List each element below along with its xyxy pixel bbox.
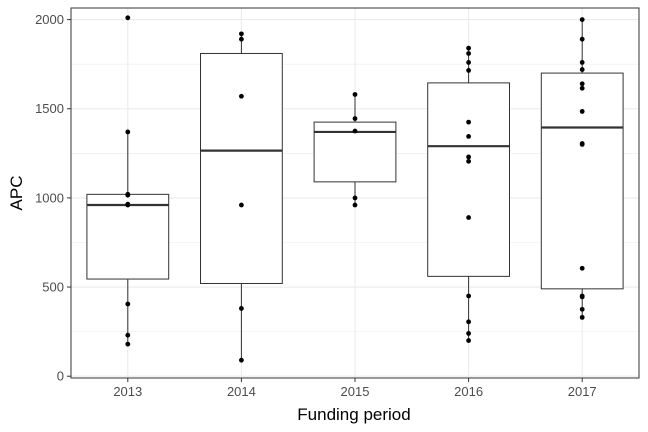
data-point-2014	[239, 202, 244, 208]
data-point-2017	[579, 265, 585, 271]
x-tick-label: 2017	[568, 384, 597, 399]
data-point-2014	[239, 306, 244, 311]
data-point-2014	[239, 357, 244, 363]
box-2016	[427, 48, 510, 341]
y-axis-title: APC	[7, 176, 26, 211]
data-point-2014	[239, 31, 244, 37]
data-point-2013	[125, 192, 131, 198]
data-point-2016	[466, 59, 471, 65]
x-tick-label: 2014	[227, 384, 256, 399]
box-iqr	[86, 193, 170, 280]
data-point-2016	[466, 51, 471, 56]
data-point-2017	[579, 67, 585, 72]
data-point-2016	[466, 133, 471, 139]
data-point-2015	[352, 128, 358, 134]
data-point-2015	[352, 92, 358, 97]
data-point-2016	[466, 215, 471, 220]
data-point-2015	[352, 202, 358, 208]
data-point-2015	[352, 195, 358, 201]
x-axis-title: Funding period	[297, 405, 410, 424]
data-point-2016	[466, 158, 471, 164]
data-point-2017	[579, 294, 585, 300]
box-2013	[86, 131, 170, 345]
data-point-2016	[466, 45, 471, 51]
y-tick-label: 1500	[35, 101, 64, 116]
box-iqr	[540, 72, 624, 290]
data-point-2015	[352, 116, 358, 121]
y-tick-label: 500	[42, 280, 64, 295]
y-axis: 0 500 1000 1500 2000	[35, 12, 71, 384]
data-point-2016	[466, 331, 471, 336]
x-tick-label: 2013	[113, 384, 142, 399]
data-point-2013	[125, 202, 131, 208]
data-point-2016	[466, 338, 471, 343]
x-tick-label: 2016	[454, 384, 483, 399]
data-point-2017	[579, 36, 585, 42]
y-tick-label: 2000	[35, 12, 64, 27]
data-point-2017	[579, 59, 585, 65]
data-point-2017	[579, 17, 585, 22]
data-point-2013	[125, 332, 131, 338]
data-point-2017	[579, 142, 585, 147]
box-2015	[313, 94, 397, 206]
data-point-2016	[466, 119, 471, 125]
data-point-2014	[239, 93, 244, 99]
data-point-2016	[466, 154, 471, 160]
y-tick-label: 1000	[35, 190, 64, 205]
data-point-2016	[466, 319, 471, 325]
data-point-2017	[579, 85, 585, 91]
data-point-2013	[125, 341, 131, 347]
y-tick-label: 0	[57, 369, 64, 384]
x-tick-label: 2015	[341, 384, 370, 399]
box-2014	[200, 33, 283, 361]
point-layer	[125, 15, 585, 363]
data-point-2017	[579, 109, 585, 114]
x-axis: 2013 2014 2015 2016 2017	[113, 378, 597, 399]
data-point-2017	[579, 314, 585, 320]
data-point-2014	[239, 36, 244, 42]
data-point-2017	[579, 306, 585, 312]
data-point-2013	[125, 301, 131, 307]
box-iqr	[200, 52, 283, 284]
data-point-2013	[125, 129, 131, 135]
data-point-2013	[125, 15, 131, 21]
data-point-2017	[579, 81, 585, 87]
data-point-2016	[466, 293, 471, 299]
data-point-2016	[466, 68, 471, 73]
box-layer	[86, 19, 624, 361]
box-iqr	[427, 82, 510, 277]
